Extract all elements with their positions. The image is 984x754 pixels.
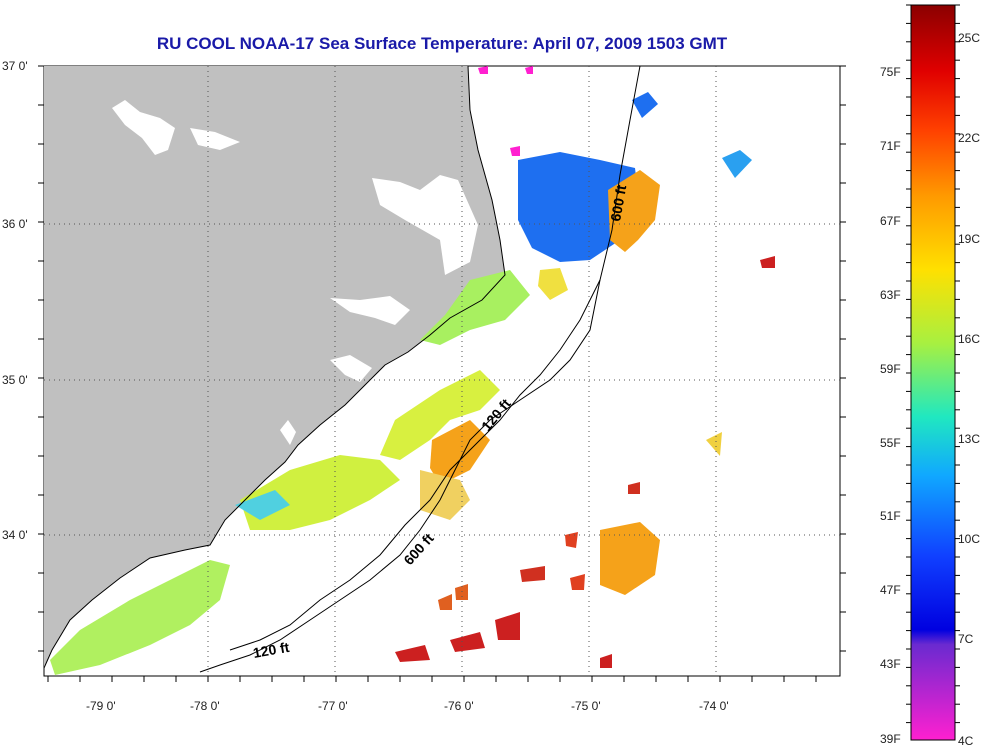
- latitude-axis: 37 0' 36 0' 35 0' 34 0': [2, 59, 28, 542]
- c-label: 19C: [958, 232, 980, 246]
- c-label: 10C: [958, 532, 980, 546]
- lat-label: 37 0': [2, 59, 28, 73]
- lon-label: -77 0': [318, 699, 348, 713]
- axis-ticks: [38, 4, 960, 724]
- contour-label-120-south: 120 ft: [252, 639, 291, 661]
- grid: [44, 66, 840, 676]
- colorbar-gradient: [910, 4, 956, 741]
- c-label: 4C: [958, 734, 974, 748]
- lon-label: -76 0': [444, 699, 474, 713]
- sst-field: [50, 66, 775, 675]
- f-label: 75F: [880, 65, 901, 79]
- lat-label: 35 0': [2, 373, 28, 387]
- colorbar-fahrenheit-labels: 75F 71F 67F 63F 59F 55F 51F 47F 43F 39F: [880, 65, 901, 746]
- longitude-axis: -79 0' -78 0' -77 0' -76 0' -75 0' -74 0…: [86, 699, 729, 713]
- lat-label: 34 0': [2, 528, 28, 542]
- c-label: 7C: [958, 632, 974, 646]
- f-label: 63F: [880, 288, 901, 302]
- c-label: 16C: [958, 332, 980, 346]
- coastline: [43, 65, 506, 669]
- colorbar: 75F 71F 67F 63F 59F 55F 51F 47F 43F 39F …: [880, 4, 980, 748]
- f-label: 71F: [880, 139, 901, 153]
- c-label: 13C: [958, 432, 980, 446]
- contour-label-600-north: 600 ft: [607, 183, 629, 222]
- f-label: 67F: [880, 214, 901, 228]
- depth-contours: [199, 65, 641, 673]
- lon-label: -79 0': [86, 699, 116, 713]
- lon-label: -75 0': [571, 699, 601, 713]
- lat-label: 36 0': [2, 217, 28, 231]
- f-label: 59F: [880, 362, 901, 376]
- f-label: 47F: [880, 583, 901, 597]
- f-label: 51F: [880, 509, 901, 523]
- c-label: 25C: [958, 31, 980, 45]
- c-label: 22C: [958, 131, 980, 145]
- lon-label: -78 0': [190, 699, 220, 713]
- colorbar-celsius-labels: 25C 22C 19C 16C 13C 10C 7C 4C: [958, 31, 980, 748]
- f-label: 55F: [880, 436, 901, 450]
- f-label: 39F: [880, 732, 901, 746]
- map-title: RU COOL NOAA-17 Sea Surface Temperature:…: [156, 34, 728, 53]
- land: [44, 66, 505, 668]
- f-label: 43F: [880, 657, 901, 671]
- lon-label: -74 0': [699, 699, 729, 713]
